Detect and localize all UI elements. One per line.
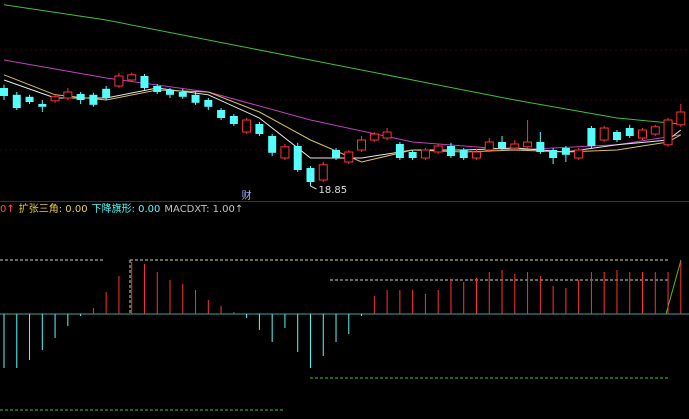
candle-body [242, 119, 252, 133]
candle-body [536, 142, 545, 152]
candle-body [217, 110, 226, 118]
candle-body [638, 129, 647, 139]
ma-line [3, 79, 682, 159]
candle-body [204, 100, 213, 107]
candle-body [12, 94, 21, 108]
candle-body [625, 128, 634, 136]
candle-body [344, 151, 354, 163]
legend-entry: MACDXT: 1.00↑ [164, 204, 243, 215]
candle-body [382, 131, 392, 139]
candle-body [306, 168, 315, 182]
candle-body [498, 142, 507, 148]
candle-body [420, 149, 430, 159]
candle-body [229, 116, 238, 124]
candle-body [599, 127, 609, 141]
candle-body [510, 143, 520, 149]
candle-body [612, 132, 621, 140]
indicator-steps [0, 259, 670, 411]
candle-body [293, 146, 302, 170]
candle-body [114, 75, 124, 87]
candle-body [153, 86, 162, 92]
candle-body [63, 91, 73, 99]
candle-body [549, 150, 558, 158]
legend-entry: 下降旗形: 0.00 [92, 202, 161, 215]
candle-body [395, 144, 404, 158]
candle-body [89, 94, 98, 105]
candle-body [102, 88, 111, 98]
candle-body [76, 94, 85, 100]
legend: 0↑ 扩张三角: 0.00 下降旗形: 0.00 MACDXT: 1.00↑ [0, 202, 243, 215]
candle-body [25, 96, 34, 102]
annotation-label: 财 [242, 189, 252, 202]
candle-body [408, 152, 417, 158]
candle-body [663, 119, 673, 146]
candle-body [587, 128, 596, 146]
candle-body [268, 136, 277, 153]
candle-body [471, 151, 481, 159]
candle-body [191, 94, 200, 103]
candle-body [484, 141, 494, 151]
legend-entry: 扩张三角: 0.00 [19, 202, 88, 215]
candle-body [38, 104, 47, 107]
annotation-pointer [310, 185, 317, 190]
candle-body [357, 139, 367, 151]
ma-line [3, 4, 681, 125]
candle-body [318, 164, 328, 181]
candle-body [369, 133, 379, 141]
candle-body [280, 146, 290, 159]
candle-body [459, 150, 468, 158]
candle-body [178, 92, 187, 97]
candle-body [446, 146, 455, 156]
candle-body [166, 90, 175, 95]
candle-body [127, 74, 137, 81]
candle-body [433, 145, 443, 153]
candle-body [332, 150, 341, 158]
legend-entry: 0↑ [0, 204, 15, 215]
candle-body [523, 141, 533, 148]
annotation-label: 18.85 [318, 185, 347, 196]
candle-body [255, 124, 264, 134]
candle-body [574, 149, 584, 159]
candle-body [140, 76, 149, 88]
candle-body [0, 88, 8, 96]
candle-body [50, 96, 60, 102]
ma-line [3, 74, 682, 163]
candle-body [650, 126, 660, 135]
candle-body [676, 111, 686, 126]
candle-body [561, 148, 570, 155]
